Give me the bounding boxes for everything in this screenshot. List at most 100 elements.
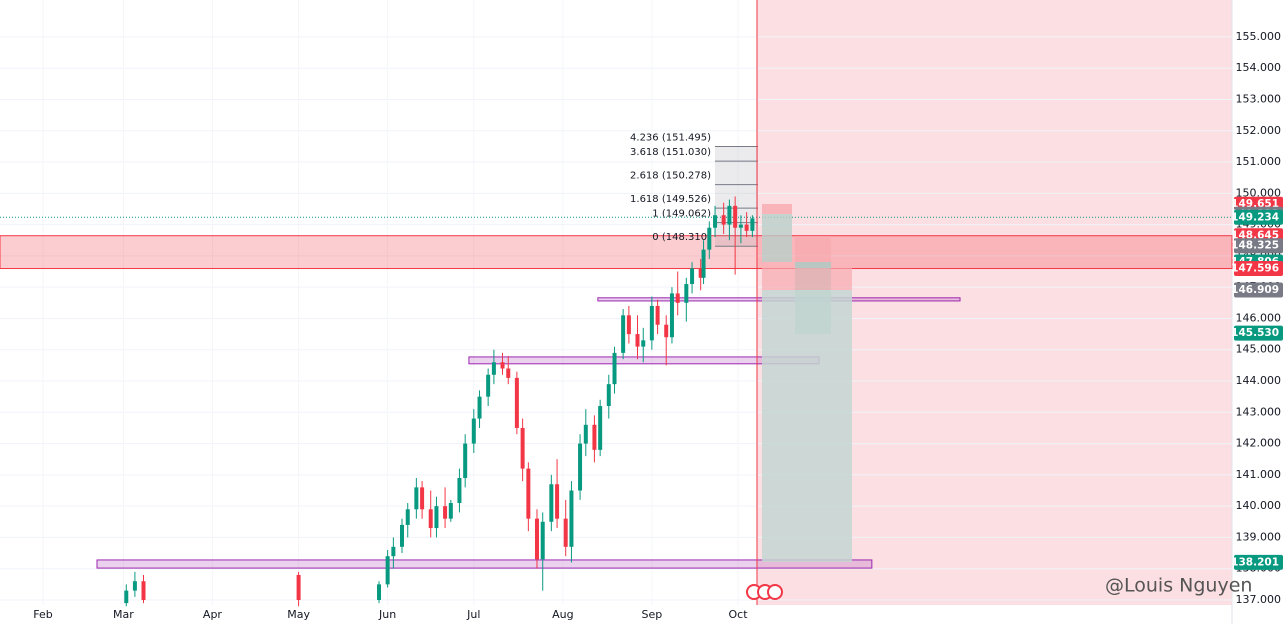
candle-body [385, 556, 390, 585]
candle-body [612, 352, 617, 385]
fib-band [715, 184, 758, 209]
candle-body [721, 215, 726, 225]
position-target [762, 214, 792, 262]
y-tick-label: 139.000 [1236, 530, 1282, 543]
y-tick-label: 146.000 [1236, 311, 1282, 324]
fib-label: 3.618 (151.030) [630, 147, 711, 158]
candle-body [555, 484, 560, 519]
candle-body [124, 590, 129, 604]
candle-body [569, 490, 574, 547]
candle-body [296, 574, 301, 600]
candle-body [500, 362, 505, 369]
candle-body [420, 487, 425, 510]
watermark: @Louis Nguyen [1105, 575, 1252, 597]
position-stop [762, 268, 852, 290]
price-tag-label: 146.909 [1231, 284, 1279, 296]
y-tick-label: 154.000 [1236, 61, 1282, 74]
candle-body [578, 443, 583, 491]
price-tag-label: 147.596 [1231, 263, 1279, 275]
y-tick-label: 150.000 [1236, 186, 1282, 199]
fib-label: 4.236 (151.495) [630, 133, 711, 144]
price-tag [1234, 325, 1283, 341]
fib-band [715, 161, 758, 185]
candle-body [377, 584, 382, 600]
candle-body [414, 487, 419, 510]
fib-label: 0 (148.310) [652, 232, 711, 243]
candle-body [520, 427, 525, 469]
x-tick-label: May [287, 608, 310, 621]
candle-body [707, 227, 712, 250]
candle-body [621, 315, 626, 353]
price-tag-label: 148.325 [1231, 240, 1279, 252]
candle-body [664, 324, 669, 338]
candle-body [583, 424, 588, 444]
candle-body [506, 368, 511, 378]
y-tick-label: 137.000 [1236, 593, 1282, 606]
event-icon [767, 584, 783, 600]
price-tag [1234, 282, 1283, 298]
y-tick-label: 142.000 [1236, 437, 1282, 450]
y-tick-label: 152.000 [1236, 124, 1282, 137]
y-tick-label: 153.000 [1236, 92, 1282, 105]
candle-body [405, 509, 410, 525]
candle-body [428, 509, 433, 529]
candle-body [626, 315, 631, 335]
x-tick-label: Aug [552, 608, 573, 621]
candle-body [750, 218, 755, 231]
candle-body [526, 468, 531, 519]
position-target [762, 290, 852, 562]
price-tag [1234, 554, 1283, 570]
candle-body [540, 521, 545, 560]
x-tick-label: Apr [203, 608, 223, 621]
fib-label: 2.618 (150.278) [630, 171, 711, 182]
price-tag [1234, 209, 1283, 225]
fib-label: 1.618 (149.526) [630, 194, 711, 205]
resistance-zone [0, 235, 1233, 270]
candle-body [701, 249, 706, 278]
candle-body [606, 384, 611, 407]
x-tick-label: Jul [466, 608, 480, 621]
candle-body [471, 418, 476, 444]
candle-body [733, 205, 738, 228]
candle-body [486, 374, 491, 397]
candle-body [655, 305, 660, 325]
price-tag-label: 149.234 [1231, 211, 1279, 223]
support-box [96, 559, 873, 569]
x-tick-label: Feb [33, 608, 52, 621]
x-tick-label: Oct [729, 608, 749, 621]
price-tag-label: 138.201 [1231, 556, 1279, 568]
candle-body [391, 546, 396, 557]
candle-body [649, 305, 654, 341]
candle-body [399, 524, 404, 547]
candle-body [448, 503, 453, 519]
candle-body [563, 518, 568, 547]
candle-body [684, 284, 689, 303]
candle-body [434, 506, 439, 529]
candle-body [549, 484, 554, 522]
candle-body [738, 224, 743, 228]
y-tick-label: 144.000 [1236, 374, 1282, 387]
candle-body [592, 424, 597, 450]
candle-body [698, 268, 703, 278]
candle-body [491, 362, 496, 375]
price-tag-label: 145.530 [1231, 327, 1279, 339]
candle-body [443, 506, 448, 519]
plot: 4.236 (151.495) 3.618 (151.030) 2.618 (150… [0, 36, 1233, 607]
candle-body [534, 518, 539, 560]
candle-body [463, 443, 468, 478]
candle-body [669, 293, 674, 338]
y-tick-label: 151.000 [1236, 155, 1282, 168]
y-tick-label: 140.000 [1236, 499, 1282, 512]
y-tick-label: 143.000 [1236, 405, 1282, 418]
position-stop [762, 204, 792, 214]
y-tick-label: 155.000 [1236, 30, 1282, 43]
candle-body [635, 334, 640, 347]
price-tag [1234, 261, 1283, 277]
fib-band [715, 146, 758, 162]
candle-body [141, 581, 146, 600]
candle-body [457, 477, 462, 504]
candle-body [727, 205, 732, 225]
candle-body [132, 581, 137, 591]
x-tick-label: Jun [378, 608, 396, 621]
